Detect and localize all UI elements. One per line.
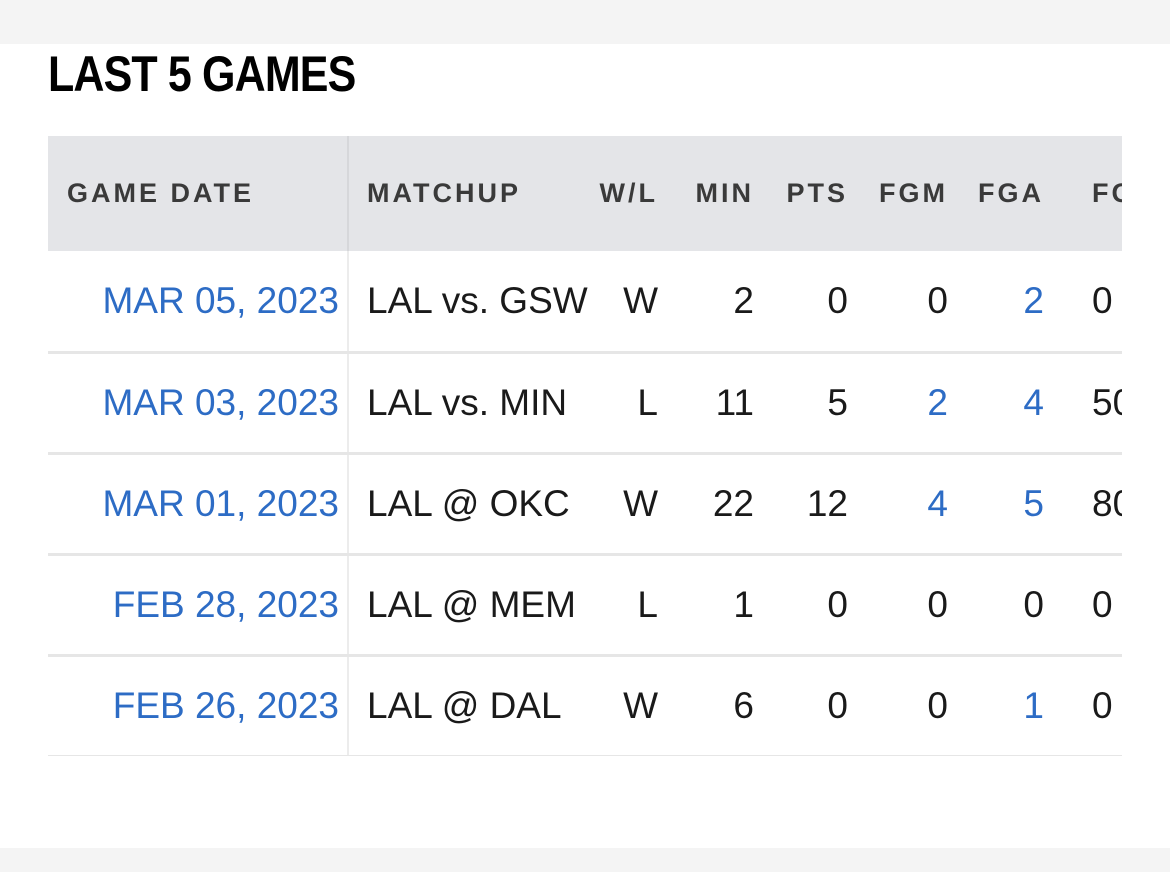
matchup-cell: LAL vs. GSW <box>367 279 588 321</box>
fgm-cell: 0 <box>927 684 948 726</box>
column-header-fgp[interactable]: FG% <box>1092 178 1122 208</box>
game-date-link[interactable]: FEB 26, 2023 <box>48 655 349 756</box>
column-header-fgm[interactable]: FGM <box>879 178 948 208</box>
matchup-cell: LAL @ DAL <box>367 684 562 726</box>
pts-cell: 0 <box>827 583 848 625</box>
matchup-cell: LAL @ OKC <box>367 482 570 524</box>
min-cell: 11 <box>715 381 754 423</box>
fgm-cell: 0 <box>927 279 948 321</box>
column-header-matchup[interactable]: MATCHUP <box>367 178 521 208</box>
fga-link[interactable]: 5 <box>1023 482 1044 524</box>
fga-link[interactable]: 1 <box>1023 684 1044 726</box>
wl-cell: W <box>623 482 658 524</box>
section-title: LAST 5 GAMES <box>48 46 356 102</box>
fgp-cell: 80 <box>1092 482 1122 524</box>
fga-link[interactable]: 2 <box>1023 279 1044 321</box>
fgp-cell: 0 <box>1092 684 1113 726</box>
pts-cell: 0 <box>827 279 848 321</box>
matchup-cell: LAL @ MEM <box>367 583 576 625</box>
wl-cell: L <box>637 583 658 625</box>
game-date-link[interactable]: FEB 28, 2023 <box>48 554 349 655</box>
games-table-scroll[interactable]: GAME DATE MATCHUP W/L MIN PTS FGM FGA FG… <box>48 136 1122 756</box>
table-row: MAR 05, 2023 LAL vs. GSW W 2 0 0 2 0 <box>48 251 1122 352</box>
column-header-pts[interactable]: PTS <box>786 178 848 208</box>
column-header-game-date[interactable]: GAME DATE <box>48 136 349 251</box>
game-date-link[interactable]: MAR 03, 2023 <box>48 352 349 453</box>
fgm-link[interactable]: 2 <box>927 381 948 423</box>
fgm-link[interactable]: 4 <box>927 482 948 524</box>
game-date-link[interactable]: MAR 05, 2023 <box>48 251 349 352</box>
min-cell: 1 <box>733 583 754 625</box>
fgp-cell: 0 <box>1092 583 1113 625</box>
wl-cell: L <box>637 381 658 423</box>
table-row: FEB 26, 2023 LAL @ DAL W 6 0 0 1 0 <box>48 655 1122 756</box>
fga-cell: 0 <box>1023 583 1044 625</box>
table-header-row: GAME DATE MATCHUP W/L MIN PTS FGM FGA FG… <box>48 136 1122 251</box>
fgm-cell: 0 <box>927 583 948 625</box>
matchup-cell: LAL vs. MIN <box>367 381 568 423</box>
column-header-wl[interactable]: W/L <box>599 178 658 208</box>
min-cell: 6 <box>733 684 754 726</box>
fga-link[interactable]: 4 <box>1023 381 1044 423</box>
pts-cell: 0 <box>827 684 848 726</box>
games-table: GAME DATE MATCHUP W/L MIN PTS FGM FGA FG… <box>48 136 1122 756</box>
pts-cell: 5 <box>827 381 848 423</box>
wl-cell: W <box>623 279 658 321</box>
game-date-link[interactable]: MAR 01, 2023 <box>48 453 349 554</box>
column-header-fga[interactable]: FGA <box>978 178 1044 208</box>
fgp-cell: 0 <box>1092 279 1113 321</box>
wl-cell: W <box>623 684 658 726</box>
table-row: MAR 03, 2023 LAL vs. MIN L 11 5 2 4 50 <box>48 352 1122 453</box>
table-row: FEB 28, 2023 LAL @ MEM L 1 0 0 0 0 <box>48 554 1122 655</box>
pts-cell: 12 <box>806 482 848 524</box>
min-cell: 22 <box>712 482 754 524</box>
table-row: MAR 01, 2023 LAL @ OKC W 22 12 4 5 80 <box>48 453 1122 554</box>
fgp-cell: 50 <box>1092 381 1122 423</box>
column-header-min[interactable]: MIN <box>695 178 754 208</box>
min-cell: 2 <box>733 279 754 321</box>
